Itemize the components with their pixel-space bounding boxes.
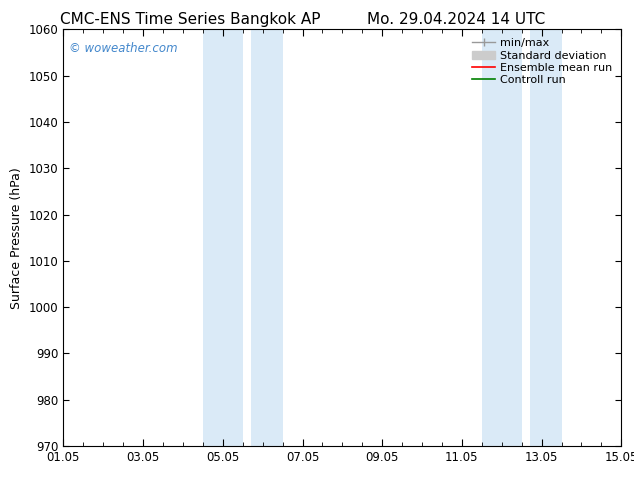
Bar bbox=[482, 29, 522, 446]
Y-axis label: Surface Pressure (hPa): Surface Pressure (hPa) bbox=[10, 167, 23, 309]
Text: CMC-ENS Time Series Bangkok AP: CMC-ENS Time Series Bangkok AP bbox=[60, 12, 320, 27]
Text: © woweather.com: © woweather.com bbox=[69, 42, 178, 55]
Bar bbox=[529, 29, 562, 446]
Legend: min/max, Standard deviation, Ensemble mean run, Controll run: min/max, Standard deviation, Ensemble me… bbox=[469, 35, 616, 88]
Bar bbox=[250, 29, 283, 446]
Text: Mo. 29.04.2024 14 UTC: Mo. 29.04.2024 14 UTC bbox=[367, 12, 546, 27]
Bar bbox=[203, 29, 243, 446]
